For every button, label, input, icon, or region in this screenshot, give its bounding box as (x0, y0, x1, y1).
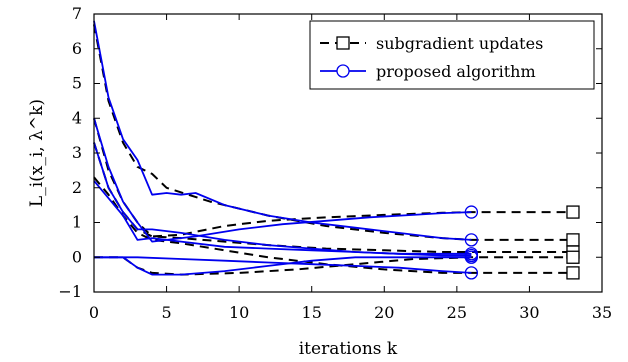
proposed-series-line (93, 118, 472, 243)
y-tick-label: 3 (72, 143, 82, 162)
proposed-end-marker (464, 250, 479, 264)
x-tick-label: 20 (374, 303, 394, 322)
proposed-series-line (94, 256, 472, 276)
subgradient-end-marker (566, 205, 580, 219)
y-tick-label: 5 (72, 74, 82, 93)
proposed-series-line (94, 256, 472, 274)
legend-subgradient-marker (336, 36, 350, 50)
x-tick-label: 35 (592, 303, 612, 322)
y-axis-label: L_i(x_i, λ^k) (27, 99, 47, 207)
proposed-end-marker (464, 233, 479, 247)
y-tick-label: 7 (72, 4, 82, 23)
y-tick-label: 1 (72, 213, 82, 232)
x-tick-label: 5 (161, 303, 171, 322)
y-tick-label: −1 (58, 282, 82, 301)
subgradient-end-marker (566, 233, 580, 247)
proposed-end-marker (464, 205, 479, 219)
proposed-series-line (93, 20, 472, 241)
subgradient-end-marker (566, 266, 580, 280)
y-tick-label: 6 (72, 39, 82, 58)
x-tick-label: 30 (519, 303, 539, 322)
x-tick-labels: 0 5 10 15 20 25 30 35 (89, 303, 612, 322)
legend: subgradient updates proposed algorithm (309, 20, 595, 90)
x-tick-label: 15 (302, 303, 322, 322)
y-tick-labels: −1 0 1 2 3 4 5 6 7 (58, 4, 82, 301)
proposed-end-marker (464, 266, 479, 280)
legend-box (309, 20, 595, 90)
proposed-series-line (93, 180, 472, 255)
subgradient-end-marker (566, 250, 580, 264)
y-tick-label: 2 (72, 178, 82, 197)
x-tick-label: 0 (89, 303, 99, 322)
proposed-end-marker (464, 247, 479, 261)
legend-proposed-marker (336, 64, 350, 78)
legend-subgradient-label: subgradient updates (376, 34, 543, 53)
series-layer (93, 20, 580, 280)
x-tick-label: 10 (229, 303, 249, 322)
x-tick-label: 25 (447, 303, 467, 322)
legend-proposed-label: proposed algorithm (376, 62, 536, 81)
plot-frame (93, 13, 603, 293)
x-axis-label: iterations k (299, 339, 398, 359)
y-tick-label: 4 (72, 108, 82, 127)
y-tick-label: 0 (72, 247, 82, 266)
